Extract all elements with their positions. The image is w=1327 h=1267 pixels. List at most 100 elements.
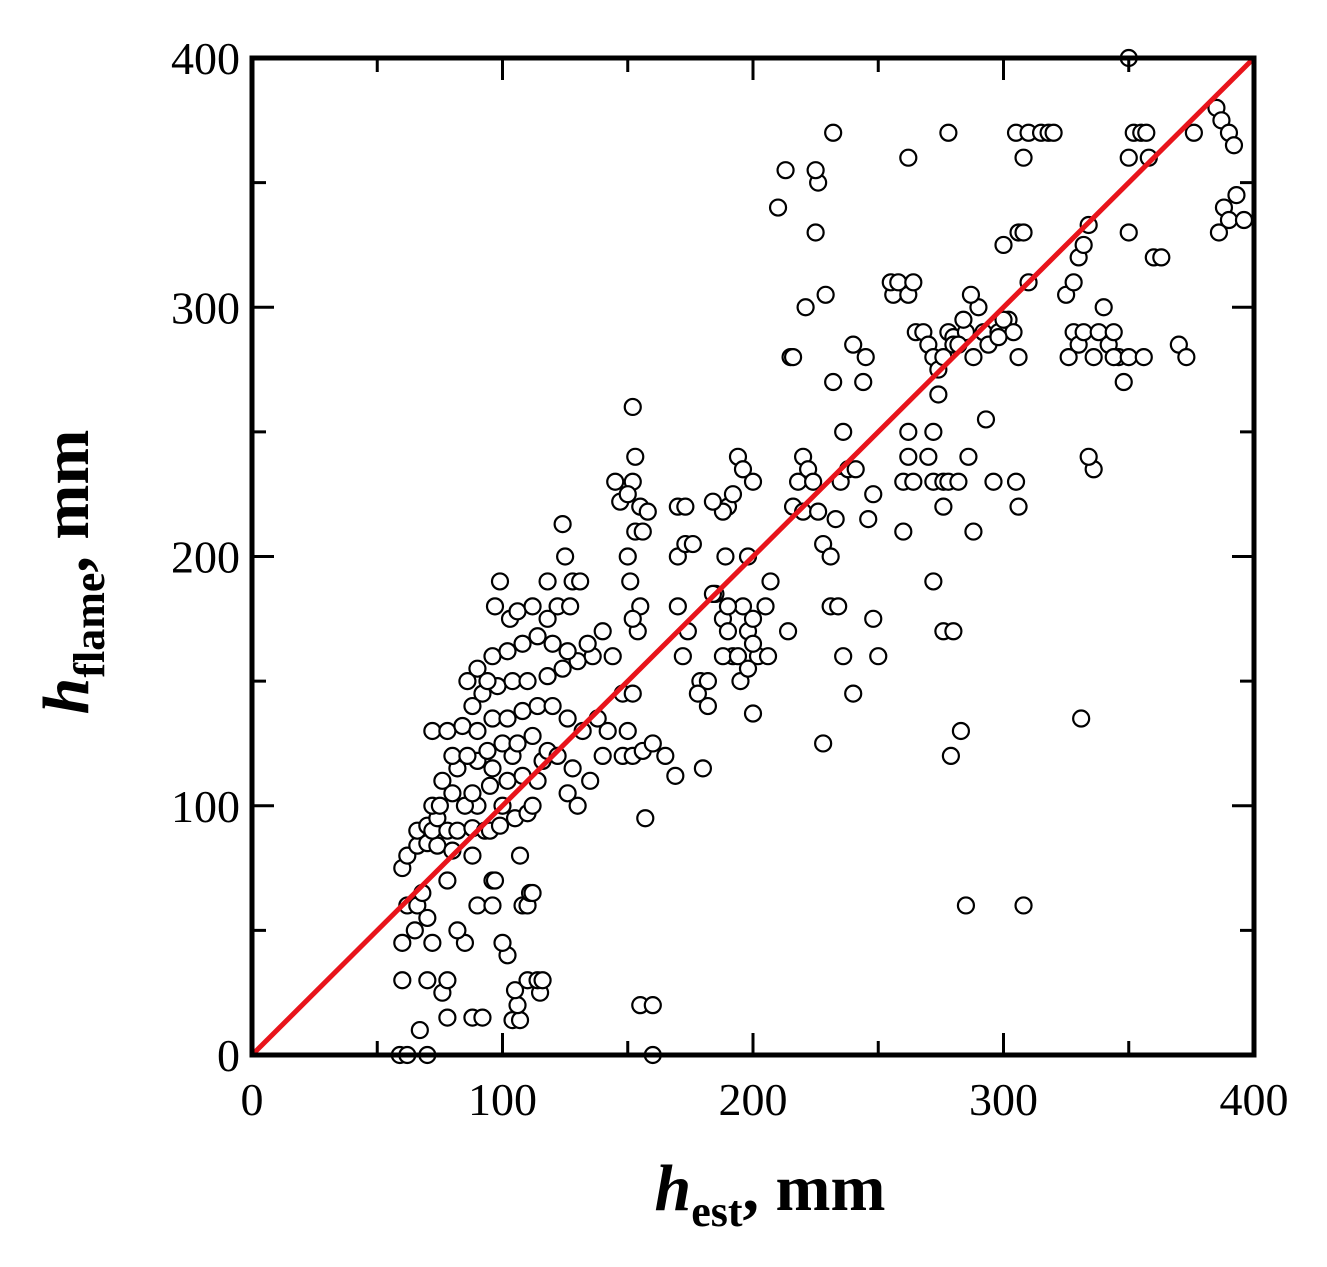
data-point <box>821 547 840 566</box>
data-points <box>390 48 1254 1065</box>
data-point <box>723 485 743 504</box>
data-point <box>623 397 642 417</box>
data-point <box>508 602 527 621</box>
data-point <box>929 385 948 404</box>
y-tick-label: 400 <box>171 33 240 84</box>
y-tick-label: 300 <box>171 282 240 333</box>
data-point <box>480 776 500 795</box>
data-point <box>846 460 865 479</box>
data-point <box>618 721 637 741</box>
axis-ticks <box>250 56 1256 1057</box>
data-point <box>1114 372 1133 392</box>
data-point <box>490 816 510 835</box>
data-point <box>443 784 462 803</box>
data-point <box>1079 447 1098 466</box>
data-point <box>1059 348 1078 367</box>
data-point <box>490 572 510 591</box>
data-point <box>1014 223 1033 242</box>
data-point <box>598 721 617 741</box>
data-point <box>513 701 532 721</box>
data-point <box>768 198 788 217</box>
data-point <box>989 328 1008 347</box>
data-point <box>498 642 517 661</box>
x-tick-label: 100 <box>468 1074 537 1125</box>
x-tick-label: 0 <box>241 1074 264 1125</box>
data-point <box>1152 248 1171 267</box>
data-point <box>994 235 1013 255</box>
y-axis-title-var: h <box>30 678 103 715</box>
data-point <box>713 647 733 666</box>
data-point <box>510 846 530 865</box>
data-point <box>756 597 775 616</box>
data-point <box>1134 348 1153 367</box>
data-point <box>578 634 597 653</box>
y-tick-label: 200 <box>171 532 240 583</box>
data-point <box>834 422 853 441</box>
data-point <box>626 447 645 466</box>
data-point <box>703 492 723 511</box>
data-point <box>523 883 542 903</box>
data-point <box>636 809 655 828</box>
data-point <box>656 746 675 766</box>
data-point <box>571 572 590 591</box>
data-point <box>606 472 625 491</box>
data-point <box>505 981 525 1000</box>
data-point <box>964 522 983 541</box>
data-point <box>1119 223 1138 242</box>
data-point <box>1009 497 1028 516</box>
data-point <box>984 472 1003 491</box>
data-point <box>951 721 971 741</box>
data-point <box>538 667 557 686</box>
data-point <box>743 634 763 653</box>
data-point <box>430 796 449 815</box>
data-point <box>1084 348 1103 367</box>
data-point <box>393 971 412 990</box>
data-point <box>493 933 512 952</box>
data-point <box>468 721 487 741</box>
data-point <box>1064 273 1083 292</box>
data-point <box>513 634 532 653</box>
data-point <box>783 348 803 367</box>
data-point <box>804 472 823 491</box>
data-point <box>904 273 923 292</box>
data-point <box>924 572 943 591</box>
tick-labels: 0 100 200 300 400 0 100 200 300 400 <box>171 33 1289 1125</box>
data-point <box>824 123 843 142</box>
data-point <box>961 285 981 304</box>
data-point <box>463 846 482 865</box>
data-point <box>806 223 825 242</box>
data-point <box>856 348 875 367</box>
data-point <box>683 534 702 554</box>
data-point <box>959 447 978 466</box>
data-point <box>844 335 863 354</box>
data-point <box>688 684 707 703</box>
data-point <box>738 659 758 678</box>
data-point <box>603 647 622 666</box>
data-point <box>1014 896 1033 915</box>
data-point <box>864 609 883 628</box>
data-point <box>423 721 442 741</box>
data-point <box>558 784 577 803</box>
data-point <box>869 647 888 666</box>
data-point <box>809 502 828 521</box>
data-point <box>668 597 687 616</box>
data-point <box>463 696 482 716</box>
data-point <box>1014 148 1033 167</box>
data-point <box>728 647 748 666</box>
data-point <box>508 734 527 753</box>
data-point <box>899 148 918 167</box>
data-point <box>638 502 657 521</box>
data-point <box>593 622 612 641</box>
data-point <box>523 726 542 746</box>
data-point <box>543 634 562 653</box>
data-point <box>718 597 738 616</box>
data-point <box>1119 148 1138 167</box>
data-point <box>623 609 642 628</box>
data-point <box>558 709 577 728</box>
data-point <box>405 921 424 940</box>
data-point <box>473 1008 492 1027</box>
data-point <box>438 871 457 890</box>
data-point <box>503 672 522 691</box>
data-point <box>483 709 502 728</box>
